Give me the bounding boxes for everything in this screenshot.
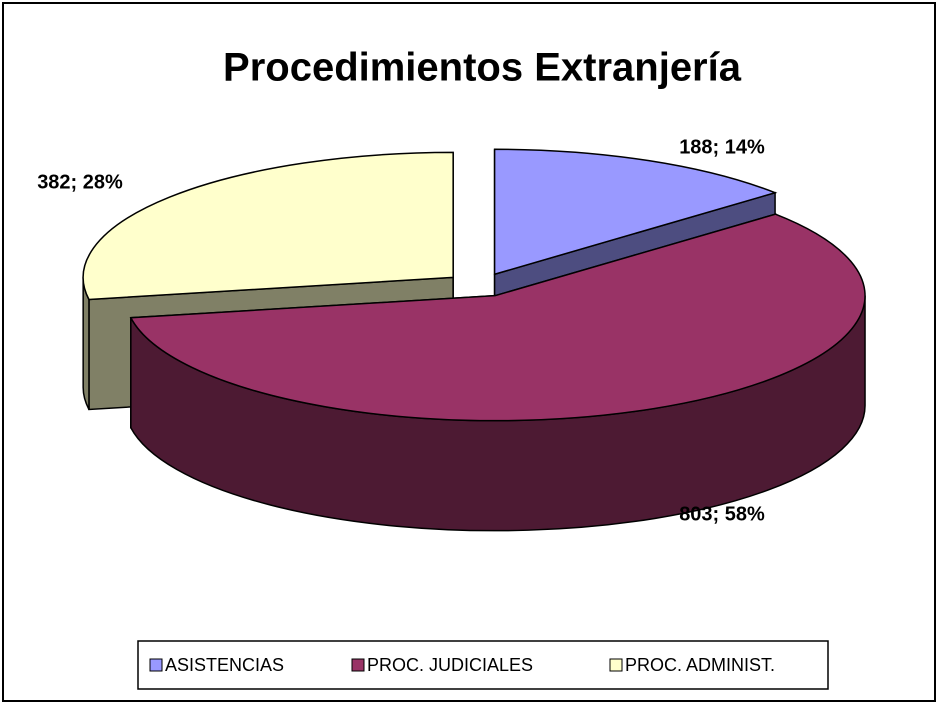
slice-top <box>129 213 866 422</box>
chart-title: Procedimientos Extranjería <box>223 46 742 90</box>
legend-label: PROC. JUDICIALES <box>367 655 533 675</box>
legend-swatch <box>351 658 365 672</box>
data-label: 382; 28% <box>37 171 123 193</box>
data-label: 803; 58% <box>679 503 765 525</box>
legend-swatch <box>609 658 623 672</box>
legend-label: ASISTENCIAS <box>165 655 284 675</box>
legend <box>137 640 829 690</box>
slice-top <box>493 148 778 276</box>
legend-label: PROC. ADMINIST. <box>625 655 775 675</box>
legend-swatch <box>149 658 163 672</box>
slice-top <box>82 151 454 301</box>
pie-slice <box>129 213 866 532</box>
data-label: 188; 14% <box>679 136 765 158</box>
